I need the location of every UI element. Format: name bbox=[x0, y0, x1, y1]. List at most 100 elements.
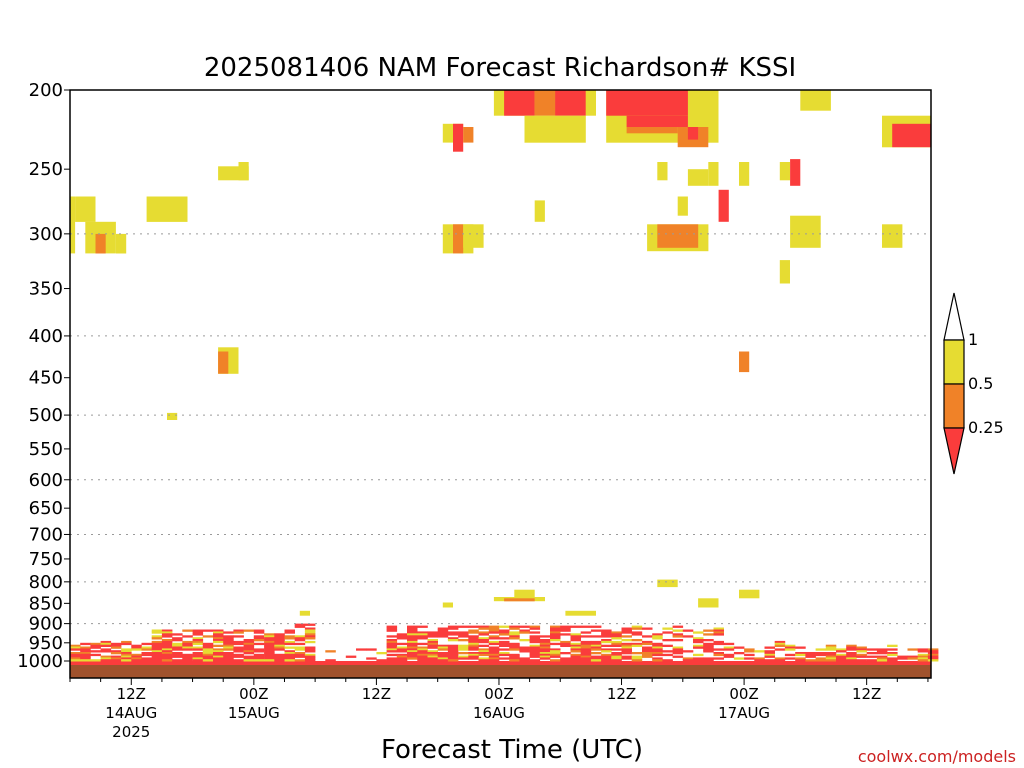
bl-cell bbox=[642, 648, 653, 651]
bl-cell bbox=[836, 659, 847, 662]
bl-cell bbox=[631, 644, 643, 647]
bl-cell bbox=[447, 637, 459, 640]
bl-cell bbox=[213, 629, 224, 632]
bl-cell bbox=[478, 637, 489, 640]
bl-cell bbox=[529, 639, 541, 642]
bl-cell bbox=[386, 657, 398, 660]
y-tick-label: 350 bbox=[29, 279, 63, 300]
bl-cell bbox=[386, 629, 398, 632]
bl-cell bbox=[131, 655, 142, 658]
bl-cell bbox=[550, 629, 561, 632]
bl-cell bbox=[396, 633, 408, 636]
bl-cell bbox=[131, 644, 142, 647]
bl-cell bbox=[396, 637, 408, 640]
bl-cell bbox=[580, 659, 592, 662]
bl-cell bbox=[100, 644, 112, 647]
bl-cell bbox=[703, 629, 714, 632]
bl-cell bbox=[580, 653, 592, 657]
bl-cell bbox=[304, 646, 316, 649]
bl-cell bbox=[304, 629, 316, 632]
bl-cell bbox=[825, 644, 837, 647]
bl-cell bbox=[478, 650, 489, 653]
bl-cell bbox=[713, 629, 724, 632]
bl-cell bbox=[907, 655, 918, 658]
bl-cell bbox=[437, 627, 449, 630]
bl-cell bbox=[100, 650, 112, 653]
ri-cell bbox=[70, 661, 931, 668]
bl-cell bbox=[294, 637, 306, 640]
bl-cell bbox=[80, 655, 91, 658]
bl-cell bbox=[560, 627, 571, 630]
ri-cell bbox=[453, 123, 464, 152]
bl-cell bbox=[672, 639, 684, 642]
bl-cell bbox=[447, 648, 459, 651]
bl-cell bbox=[815, 653, 827, 657]
ri-cell bbox=[146, 196, 188, 222]
bl-cell bbox=[427, 633, 438, 636]
bl-cell bbox=[539, 650, 551, 653]
bl-cell bbox=[304, 657, 316, 660]
bl-cell bbox=[131, 646, 142, 649]
bl-cell bbox=[274, 642, 285, 646]
bl-cell bbox=[151, 648, 163, 651]
bl-cell bbox=[652, 657, 663, 660]
bl-cell bbox=[192, 639, 204, 642]
bl-cell bbox=[172, 659, 183, 662]
bl-cell bbox=[550, 650, 561, 653]
ri-cell bbox=[167, 412, 178, 420]
bl-cell bbox=[662, 627, 673, 630]
bl-cell bbox=[417, 635, 428, 638]
y-tick-label: 400 bbox=[29, 326, 63, 347]
bl-cell bbox=[141, 646, 152, 649]
y-tick-label: 250 bbox=[29, 159, 63, 180]
bl-cell bbox=[580, 640, 592, 644]
bl-cell bbox=[417, 657, 428, 660]
bl-cell bbox=[294, 642, 306, 646]
bl-cell bbox=[121, 648, 132, 651]
bl-cell bbox=[774, 648, 786, 651]
bl-cell bbox=[284, 629, 295, 632]
bl-cell bbox=[570, 639, 581, 642]
bl-cell bbox=[458, 631, 469, 634]
bl-cell bbox=[264, 655, 275, 658]
ri-cell bbox=[534, 90, 556, 116]
bl-cell bbox=[907, 648, 918, 651]
bl-cell bbox=[284, 657, 295, 660]
bl-cell bbox=[182, 635, 193, 638]
bl-cell bbox=[407, 653, 418, 657]
bl-cell bbox=[233, 655, 244, 658]
bl-cell bbox=[386, 659, 398, 662]
bl-cell bbox=[754, 657, 765, 660]
bl-cell bbox=[795, 659, 806, 662]
bl-cell bbox=[509, 659, 520, 662]
bl-cell bbox=[693, 637, 704, 640]
bl-cell bbox=[570, 648, 581, 651]
bl-cell bbox=[386, 650, 398, 653]
x-tick-label: 15AUG bbox=[228, 704, 280, 722]
bl-cell bbox=[427, 659, 438, 662]
bl-cell bbox=[284, 650, 295, 653]
bl-cell bbox=[110, 657, 122, 660]
bl-cell bbox=[304, 655, 316, 658]
bl-cell bbox=[693, 657, 704, 660]
bl-cell bbox=[264, 653, 275, 657]
bl-cell bbox=[631, 652, 643, 655]
bl-cell bbox=[304, 650, 316, 653]
bl-cell bbox=[131, 657, 142, 660]
bl-cell bbox=[539, 646, 551, 649]
bl-cell bbox=[917, 659, 929, 662]
bl-cell bbox=[243, 648, 255, 651]
bl-cell bbox=[539, 635, 551, 638]
bl-cell bbox=[621, 639, 632, 642]
bl-cell bbox=[652, 637, 663, 640]
bl-cell bbox=[815, 657, 827, 660]
bl-cell bbox=[488, 648, 500, 651]
bl-cell bbox=[437, 633, 449, 636]
bl-cell bbox=[253, 637, 265, 640]
bl-cell bbox=[468, 640, 479, 644]
bl-cell bbox=[202, 655, 214, 658]
ri-cell bbox=[739, 351, 750, 373]
bl-cell bbox=[213, 633, 224, 636]
bl-cell bbox=[223, 642, 234, 646]
bl-cell bbox=[733, 652, 745, 655]
